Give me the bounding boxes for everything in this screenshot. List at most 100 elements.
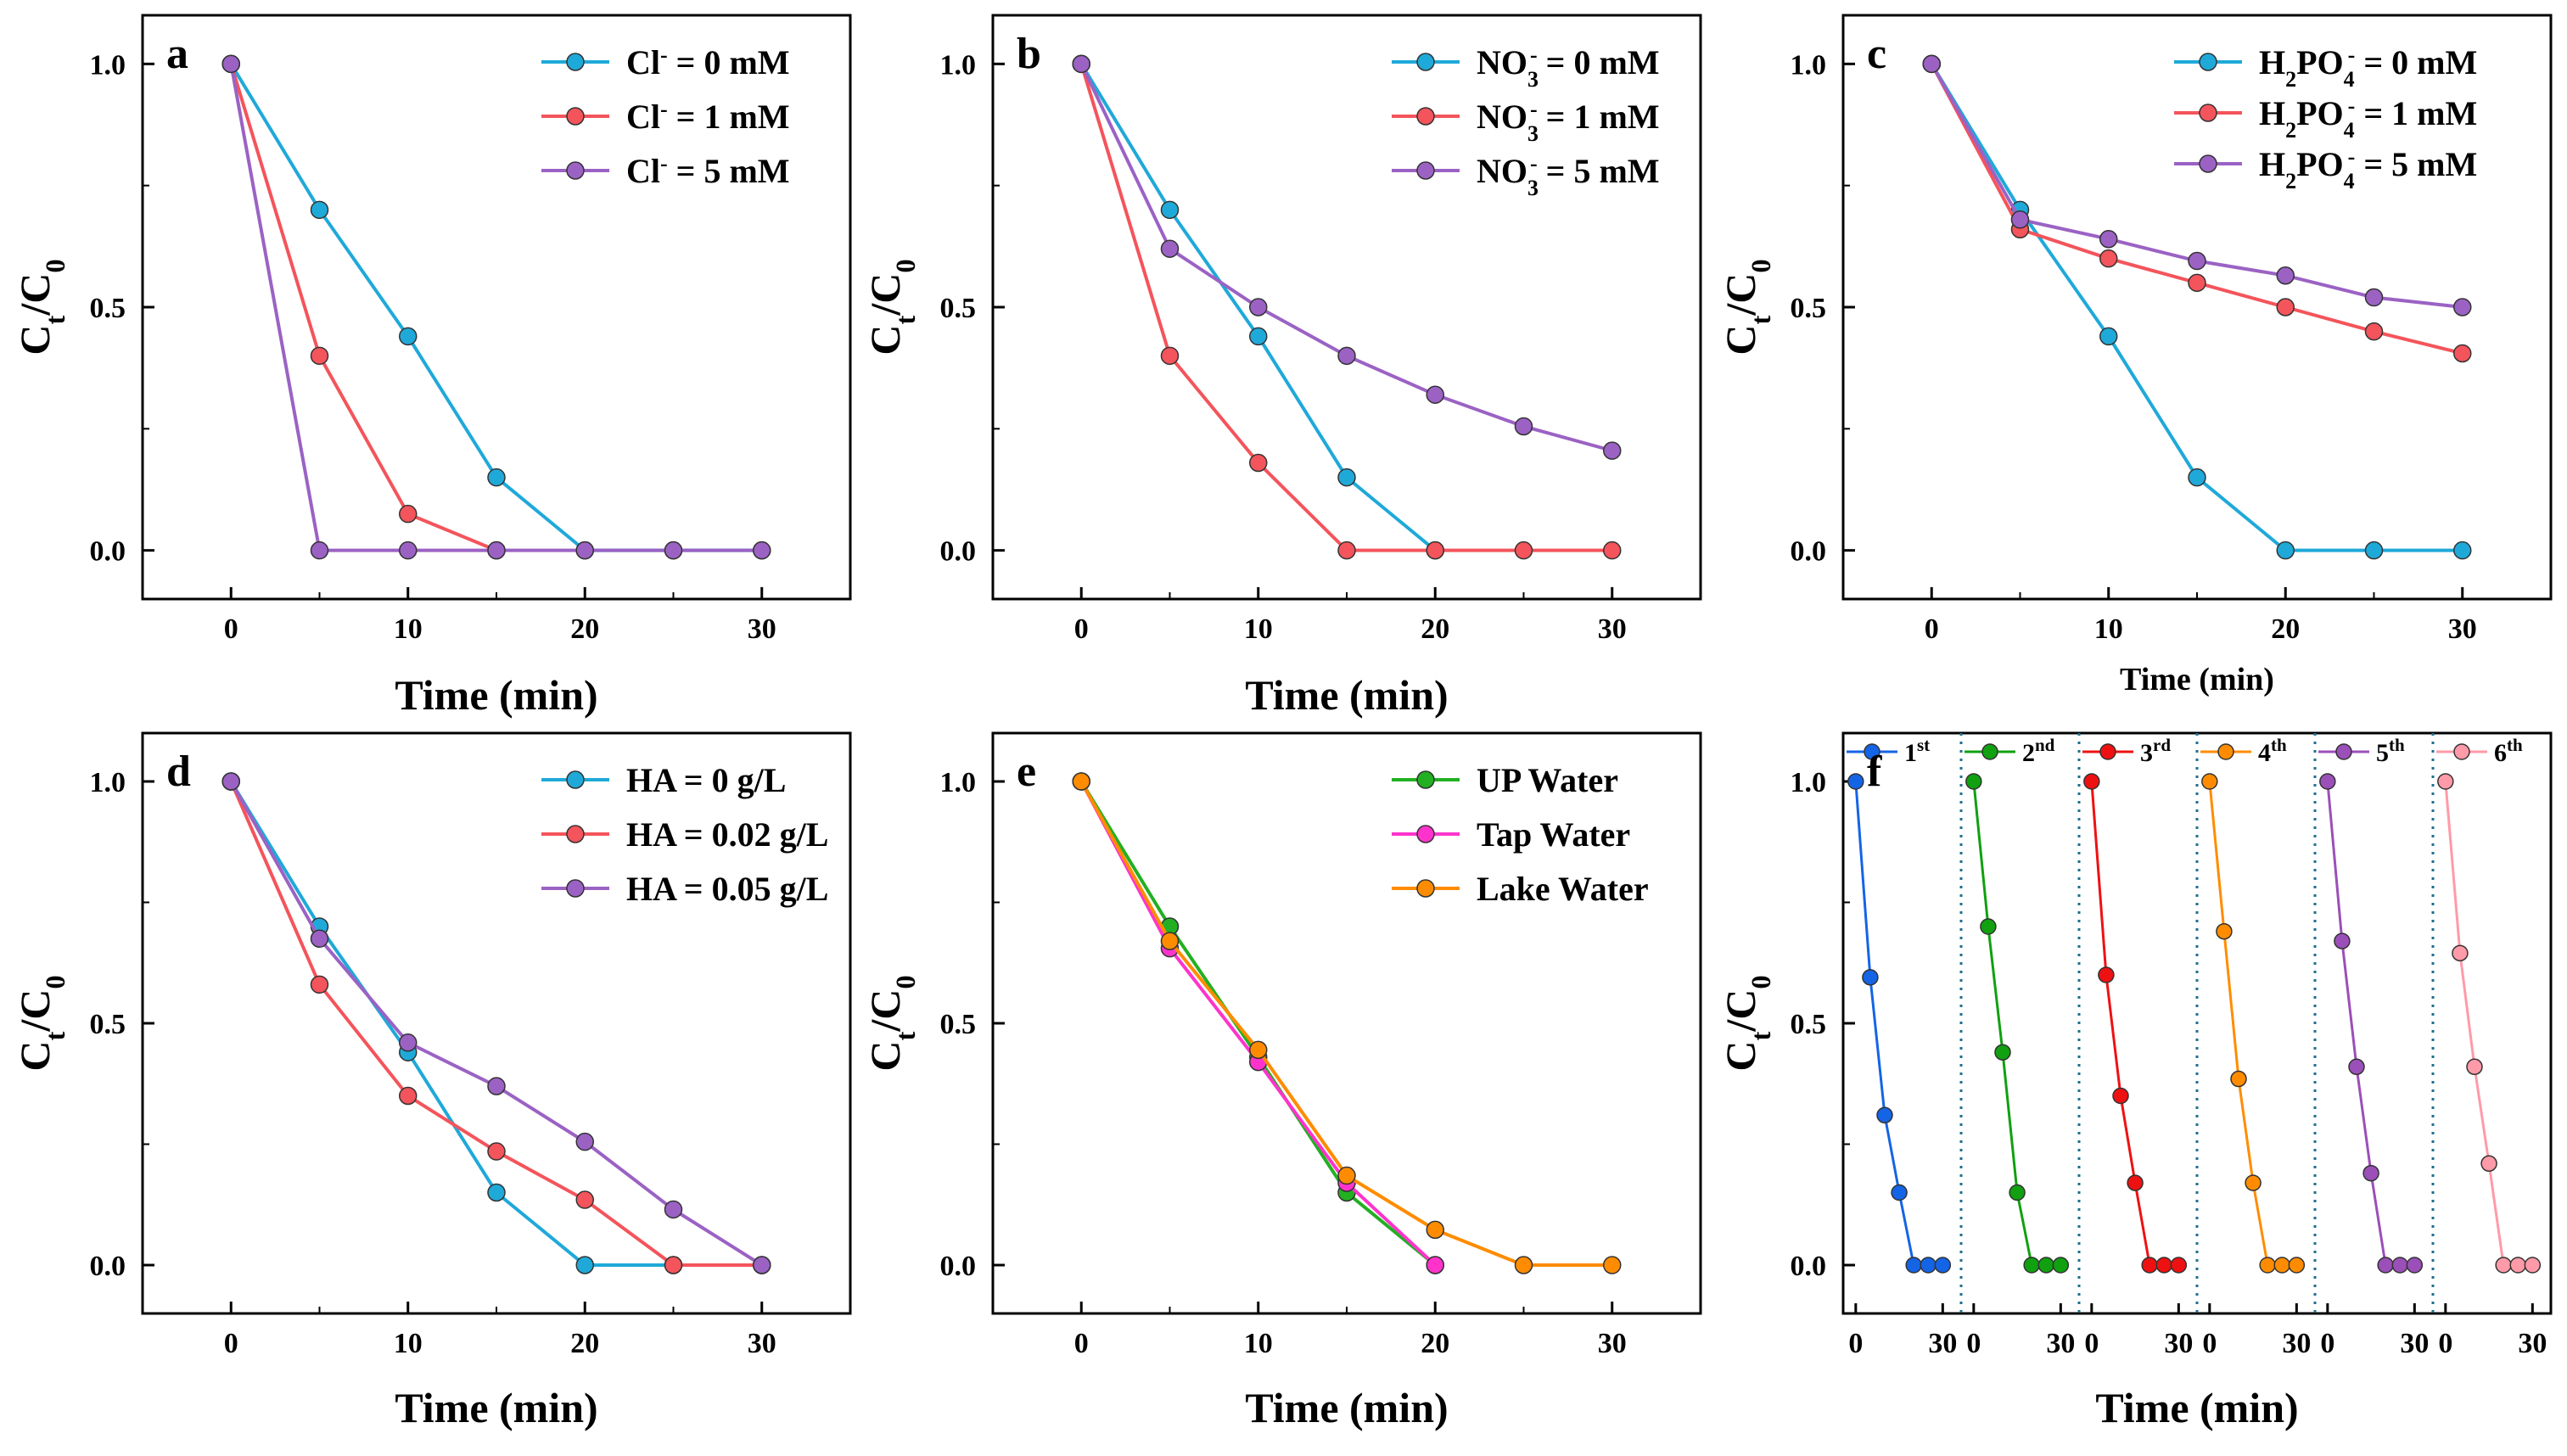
y-axis-label: Ct/C0 bbox=[1717, 975, 1777, 1071]
y-tick-label: 0.5 bbox=[90, 293, 126, 324]
y-tick-label: 0.5 bbox=[940, 1009, 977, 1040]
cycle-number: 5 bbox=[2376, 739, 2389, 767]
y-tick-label: 0.0 bbox=[940, 536, 977, 568]
x-tick-label: 30 bbox=[2282, 1328, 2311, 1359]
y-tick-label: 1.0 bbox=[940, 49, 977, 81]
legend-marker bbox=[566, 879, 585, 898]
legend-text-base: PO bbox=[2296, 145, 2344, 183]
y-label-text: /C bbox=[861, 989, 909, 1033]
x-tick-label: 0 bbox=[2084, 1328, 2099, 1359]
cycle-legend-label: 2nd bbox=[2022, 735, 2055, 767]
y-label-text: C bbox=[861, 1040, 909, 1071]
data-point bbox=[399, 540, 418, 560]
x-axis-label: Time (min) bbox=[2095, 1384, 2298, 1431]
legend-marker bbox=[2199, 104, 2217, 122]
x-axis-label: Time (min) bbox=[395, 671, 597, 719]
data-point bbox=[575, 540, 594, 560]
data-point bbox=[1922, 54, 1941, 74]
legend-text-rest: = 0 mM bbox=[1538, 43, 1660, 81]
x-tick-label: 30 bbox=[2448, 613, 2477, 645]
x-tick-label: 0 bbox=[2438, 1328, 2452, 1359]
x-tick-label: 0 bbox=[224, 1328, 238, 1359]
data-point bbox=[1337, 346, 1356, 366]
legend-label: UP Water bbox=[1477, 761, 1618, 799]
legend-subscript: 4 bbox=[2344, 118, 2355, 143]
legend-subscript: 2 bbox=[2285, 169, 2296, 193]
data-point bbox=[2188, 468, 2206, 487]
x-axis-label: Time (min) bbox=[1245, 671, 1448, 719]
x-tick-label: 30 bbox=[1928, 1328, 1957, 1359]
data-point bbox=[399, 327, 418, 346]
cycle-legend-marker bbox=[1981, 743, 1998, 760]
legend-text: Tap Water bbox=[1477, 815, 1630, 854]
data-point bbox=[1160, 932, 1180, 950]
data-point bbox=[575, 1132, 594, 1151]
x-tick-label: 0 bbox=[1074, 613, 1089, 645]
y-label-subscript: t bbox=[1746, 1031, 1777, 1040]
y-axis-label: Ct/C0 bbox=[861, 975, 922, 1071]
legend-marker bbox=[566, 53, 585, 71]
y-tick-label: 0.0 bbox=[90, 1251, 126, 1282]
data-point bbox=[1603, 441, 1622, 460]
legend-marker bbox=[1416, 770, 1435, 789]
cycle-point bbox=[2437, 773, 2454, 790]
legend-text-rest: = 0 mM bbox=[668, 43, 790, 81]
cycle-point bbox=[1965, 773, 1982, 790]
cycle-legend-label: 3rd bbox=[2140, 735, 2171, 767]
x-tick-label: 0 bbox=[2320, 1328, 2334, 1359]
cycle-line-4 bbox=[2326, 781, 2415, 1267]
y-tick-label: 0.0 bbox=[940, 1251, 977, 1282]
legend-text-base: PO bbox=[2296, 94, 2344, 132]
data-point bbox=[487, 1077, 506, 1095]
cycle-point bbox=[2037, 1257, 2054, 1274]
x-tick-label: 20 bbox=[1421, 613, 1449, 645]
cycle-point bbox=[2524, 1257, 2542, 1274]
cycle-point bbox=[2216, 922, 2233, 940]
data-point bbox=[1426, 1256, 1444, 1274]
legend-superscript: - bbox=[2348, 93, 2356, 118]
cycle-legend-marker bbox=[2099, 743, 2116, 760]
y-tick-label: 0.5 bbox=[1791, 1009, 1827, 1040]
chart-panel-e: 0.0 0.5 1.0 0 10 20 30 UP Water Tap Water Lake Wa… bbox=[861, 731, 1702, 1431]
x-tick-label: 10 bbox=[394, 1328, 423, 1359]
legend-subscript: 3 bbox=[1527, 176, 1539, 200]
legend-label: H2PO4- = 0 mM bbox=[2259, 42, 2477, 92]
x-tick-label: 30 bbox=[2046, 1328, 2075, 1359]
data-point bbox=[1160, 346, 1180, 366]
cycle-point bbox=[2155, 1257, 2172, 1274]
data-point bbox=[2453, 298, 2472, 316]
legend-marker bbox=[1416, 879, 1435, 898]
data-point bbox=[1249, 453, 1268, 473]
cycle-number: 3 bbox=[2140, 739, 2153, 767]
x-tick-label: 20 bbox=[1421, 1328, 1449, 1359]
data-point bbox=[310, 200, 329, 220]
legend-label: NO3- = 0 mM bbox=[1477, 42, 1660, 92]
legend-text: HA = 0 g/L bbox=[626, 761, 786, 799]
legend-superscript: - bbox=[2348, 42, 2356, 67]
legend-text-rest: = 0 mM bbox=[2355, 43, 2477, 81]
legend-subscript: 3 bbox=[1527, 121, 1539, 146]
cycle-number: 6 bbox=[2494, 739, 2507, 767]
y-tick-label: 0.5 bbox=[90, 1009, 126, 1040]
data-point bbox=[1514, 1256, 1533, 1274]
legend-label: Lake Water bbox=[1477, 870, 1649, 908]
x-tick-label: 0 bbox=[2202, 1328, 2217, 1359]
data-point bbox=[575, 1190, 594, 1209]
y-tick-label: 1.0 bbox=[90, 767, 126, 798]
y-label-subscript: t bbox=[891, 1031, 922, 1040]
legend-label: NO3- = 1 mM bbox=[1477, 97, 1660, 146]
series-line-0 bbox=[1079, 780, 1437, 1267]
cycle-point bbox=[2141, 1257, 2158, 1274]
cycle-point bbox=[2466, 1058, 2483, 1076]
data-point bbox=[1160, 200, 1180, 220]
data-point bbox=[1514, 540, 1533, 560]
data-point bbox=[399, 1086, 418, 1106]
cycle-point bbox=[2127, 1174, 2144, 1191]
data-point bbox=[310, 975, 329, 994]
x-tick-label: 30 bbox=[2164, 1328, 2193, 1359]
cycle-point bbox=[2170, 1257, 2188, 1274]
legend-text-rest: = 5 mM bbox=[1538, 152, 1660, 190]
panel-letter: f bbox=[1867, 748, 1882, 796]
cycle-legend-label: 4th bbox=[2258, 735, 2287, 767]
